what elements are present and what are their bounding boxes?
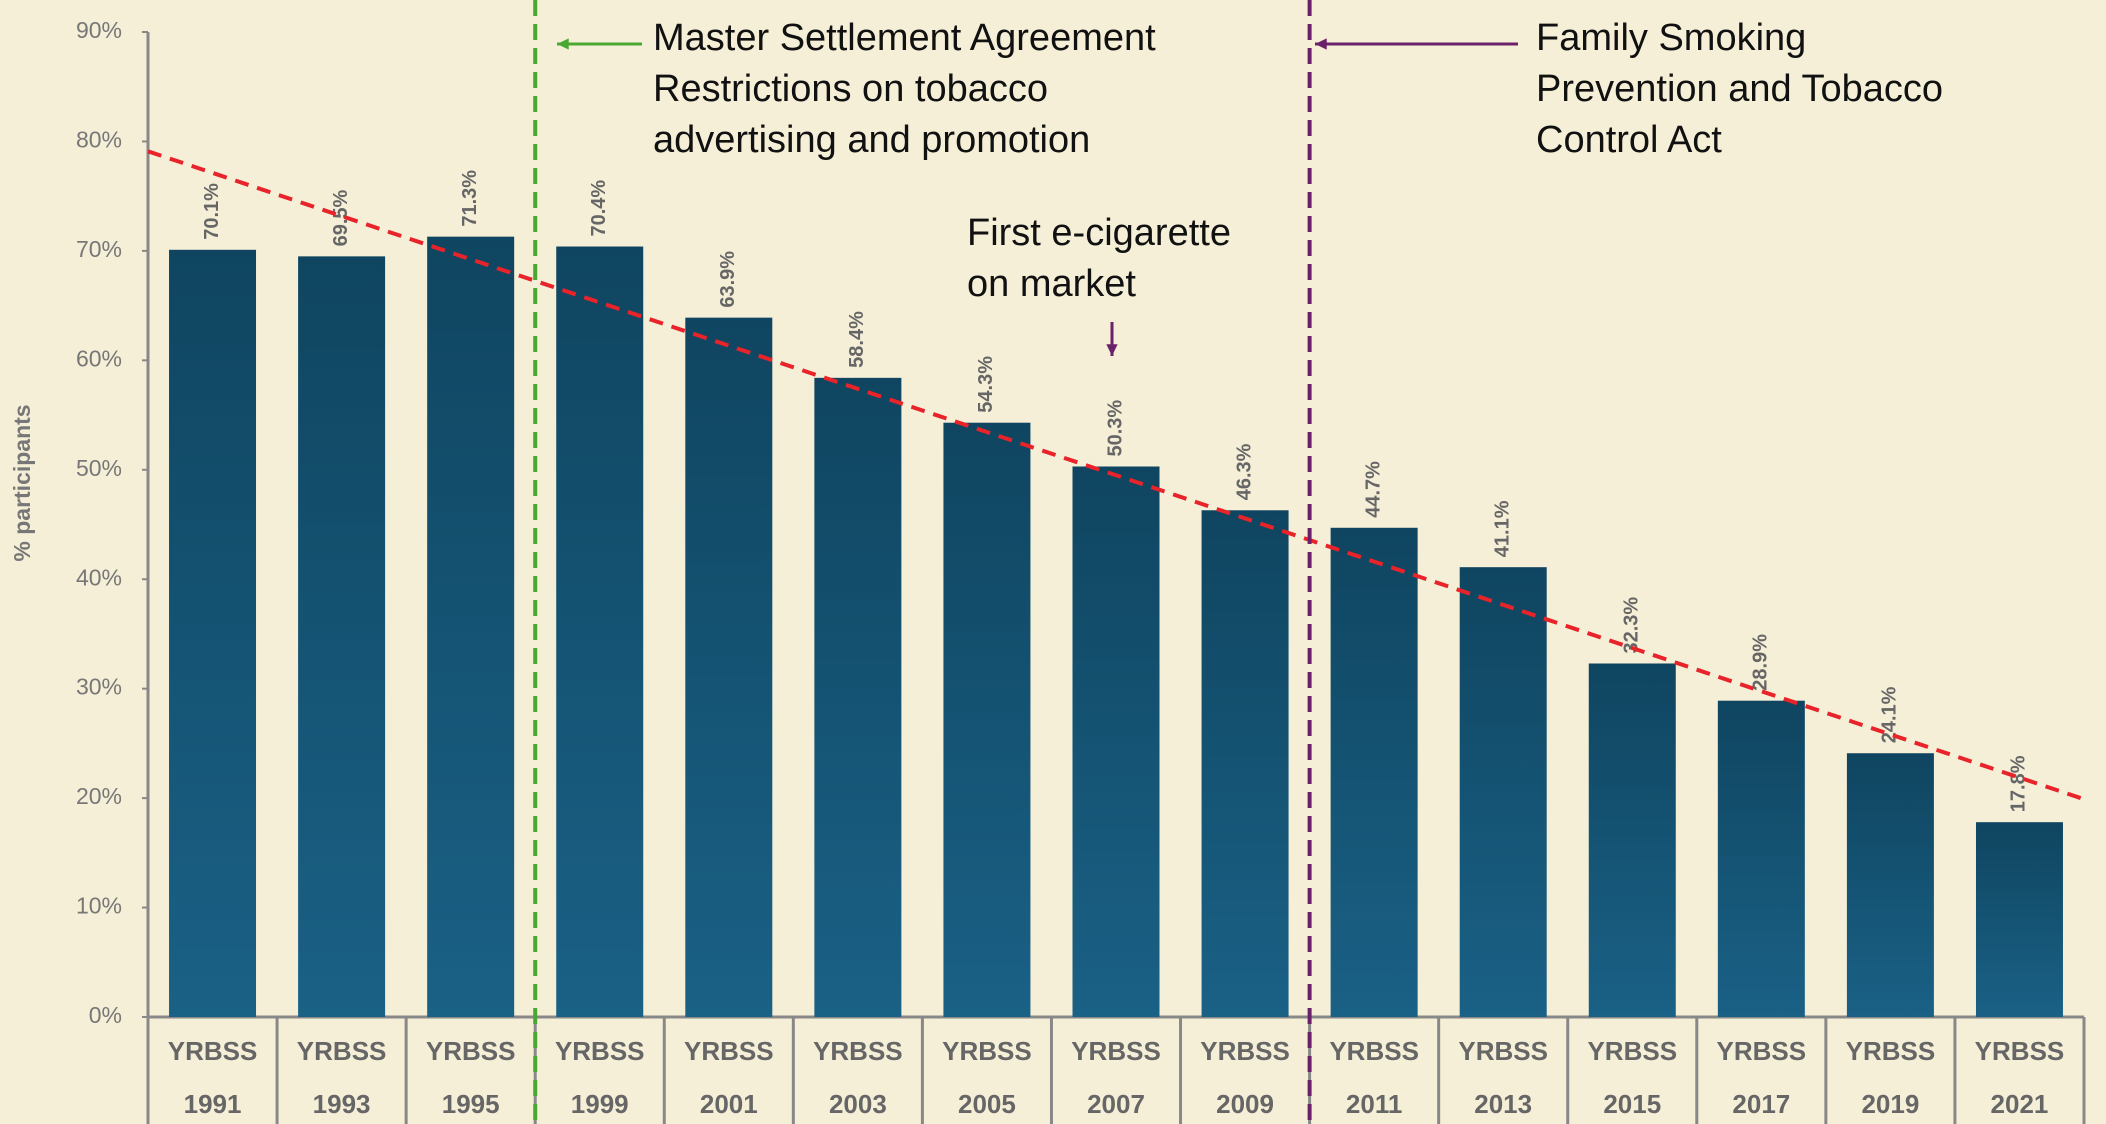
value-label: 71.3% — [459, 170, 481, 227]
annotation-text: Control Act — [1536, 119, 1722, 161]
value-label: 54.3% — [975, 356, 997, 413]
annotation-text: on market — [967, 263, 1136, 305]
category-source: YRBSS — [1329, 1036, 1419, 1066]
bar — [1072, 466, 1160, 1017]
bar — [685, 317, 773, 1017]
arrow-head — [1315, 38, 1327, 50]
category-source: YRBSS — [942, 1036, 1032, 1066]
bar — [427, 236, 515, 1017]
trend-line — [147, 149, 2085, 802]
annotation-text: First e-cigarette — [967, 212, 1231, 254]
value-label: 58.4% — [846, 311, 868, 368]
category-source: YRBSS — [1975, 1036, 2065, 1066]
category-source: YRBSS — [684, 1036, 774, 1066]
value-label: 44.7% — [1362, 461, 1384, 518]
value-label: 70.1% — [201, 183, 223, 240]
annotation-text: Family Smoking — [1536, 17, 1806, 59]
category-source: YRBSS — [426, 1036, 516, 1066]
x-tick-label: 2009 — [1216, 1089, 1274, 1119]
value-label: 41.1% — [1491, 500, 1513, 557]
x-tick-label: 1993 — [313, 1089, 371, 1119]
annotation-text: Prevention and Tobacco — [1536, 68, 1943, 110]
arrow-head — [1106, 344, 1118, 356]
y-tick-label: 40% — [76, 564, 122, 590]
bar — [298, 256, 386, 1018]
bar — [556, 246, 644, 1017]
x-tick-label: 1991 — [184, 1089, 242, 1119]
value-label: 17.8% — [2008, 755, 2030, 812]
x-tick-label: 1999 — [571, 1089, 629, 1119]
y-tick-label: 80% — [76, 127, 122, 153]
y-tick-label: 70% — [76, 236, 122, 262]
category-source: YRBSS — [297, 1036, 387, 1066]
y-axis-label: % participants — [9, 404, 35, 561]
value-label: 32.3% — [1621, 597, 1643, 654]
y-tick-label: 20% — [76, 783, 122, 809]
bar — [1201, 510, 1289, 1017]
x-tick-label: 2007 — [1087, 1089, 1145, 1119]
arrow-head — [557, 38, 569, 50]
bar — [1975, 822, 2063, 1017]
y-tick-label: 10% — [76, 893, 122, 919]
bar — [1717, 700, 1805, 1017]
annotation-text: advertising and promotion — [653, 119, 1090, 161]
bar — [943, 422, 1031, 1017]
bar — [1588, 663, 1676, 1017]
x-tick-label: 2005 — [958, 1089, 1016, 1119]
bar — [169, 249, 257, 1018]
category-source: YRBSS — [555, 1036, 645, 1066]
bar — [814, 377, 902, 1017]
category-source: YRBSS — [1846, 1036, 1936, 1066]
y-tick-label: 60% — [76, 345, 122, 371]
x-tick-label: 1995 — [442, 1089, 500, 1119]
value-label: 24.1% — [1879, 686, 1901, 743]
y-tick-label: 0% — [89, 1002, 122, 1028]
category-source: YRBSS — [1458, 1036, 1548, 1066]
y-tick-label: 50% — [76, 455, 122, 481]
x-tick-label: 2003 — [829, 1089, 887, 1119]
value-label: 69.5% — [330, 189, 352, 246]
x-tick-label: 2015 — [1603, 1089, 1661, 1119]
value-label: 50.3% — [1104, 400, 1126, 457]
annotation-text: Restrictions on tobacco — [653, 68, 1048, 110]
x-tick-label: 2017 — [1732, 1089, 1790, 1119]
bar — [1846, 753, 1934, 1017]
category-source: YRBSS — [1200, 1036, 1290, 1066]
bar — [1330, 527, 1418, 1017]
x-tick-label: 2001 — [700, 1089, 758, 1119]
category-source: YRBSS — [1587, 1036, 1677, 1066]
x-tick-label: 2021 — [1991, 1089, 2049, 1119]
x-tick-label: 2019 — [1861, 1089, 1919, 1119]
y-tick-label: 90% — [76, 17, 122, 43]
y-tick-label: 30% — [76, 674, 122, 700]
value-label: 63.9% — [717, 251, 739, 308]
bar — [1459, 567, 1547, 1017]
annotation-text: Master Settlement Agreement — [653, 17, 1156, 59]
x-tick-label: 2011 — [1346, 1089, 1402, 1119]
category-source: YRBSS — [168, 1036, 258, 1066]
category-source: YRBSS — [813, 1036, 903, 1066]
category-source: YRBSS — [1717, 1036, 1807, 1066]
category-source: YRBSS — [1071, 1036, 1161, 1066]
value-label: 46.3% — [1233, 443, 1255, 500]
value-label: 28.9% — [1750, 634, 1772, 691]
value-label: 70.4% — [588, 180, 610, 237]
x-tick-label: 2013 — [1474, 1089, 1532, 1119]
